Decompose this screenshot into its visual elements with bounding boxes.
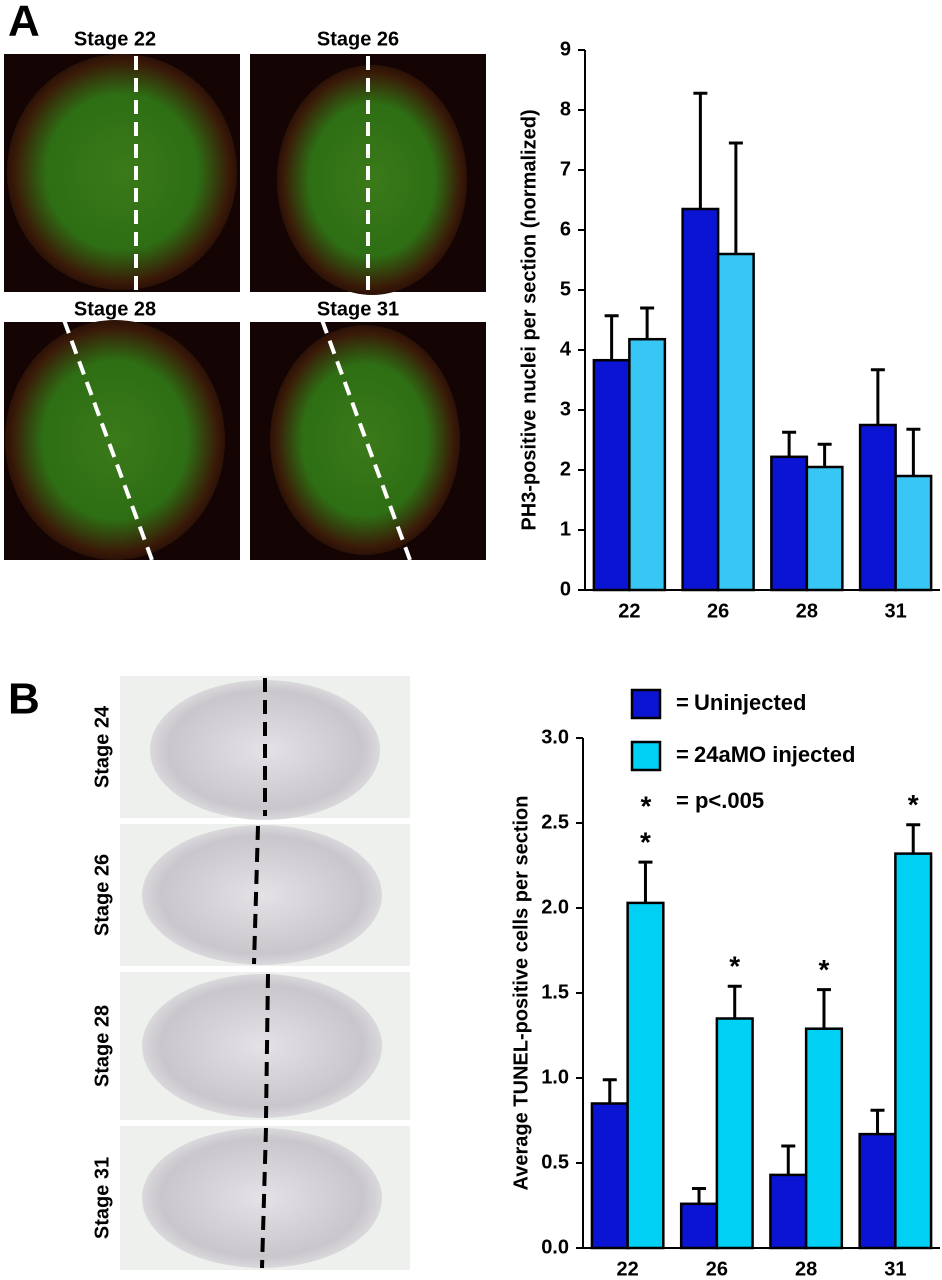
- bar: [769, 1173, 808, 1250]
- micrograph-column: [120, 676, 410, 1270]
- image-label: Stage 28: [74, 298, 156, 320]
- micrograph-tissue: [5, 320, 225, 560]
- dashed-line: [252, 825, 260, 965]
- error-bar: [870, 368, 885, 425]
- y-axis-label: PH3-positive nuclei per section (normali…: [518, 109, 540, 530]
- error-bar: [817, 442, 832, 467]
- bar: [590, 1102, 629, 1250]
- y-tick-label: 7: [560, 158, 571, 180]
- error-bar: [602, 1078, 617, 1104]
- y-tick-label: 1: [560, 518, 571, 540]
- legend-symbol: *: [641, 790, 652, 821]
- error-bar: [638, 860, 653, 903]
- bar: [804, 1027, 844, 1250]
- dashed-line: [260, 1127, 268, 1269]
- significance-marker: *: [819, 954, 830, 985]
- legend-label: Uninjected: [694, 690, 806, 715]
- y-tick-label: 0.0: [541, 1236, 569, 1258]
- bar: [681, 207, 720, 592]
- error-bar: [692, 1187, 707, 1204]
- error-bar: [782, 430, 797, 457]
- x-tick-label: 26: [706, 1258, 728, 1280]
- bar: [592, 358, 631, 592]
- y-tick-label: 4: [560, 338, 572, 360]
- image-label: Stage 26: [91, 854, 113, 936]
- error-bar: [728, 141, 743, 254]
- error-bar: [693, 91, 708, 209]
- error-bar: [781, 1144, 796, 1175]
- y-tick-label: 3.0: [541, 726, 569, 748]
- bar: [770, 455, 809, 592]
- legend-swatch: [630, 740, 662, 772]
- y-tick-label: 1.5: [541, 981, 569, 1003]
- y-tick-label: 2.5: [541, 811, 569, 833]
- y-tick-label: 6: [560, 218, 571, 240]
- y-tick-label: 0: [560, 578, 571, 600]
- bar: [715, 1017, 754, 1250]
- dashed-line: [264, 973, 270, 1119]
- legend-label: = p<.005: [676, 788, 764, 813]
- y-tick-label: 9: [560, 38, 571, 60]
- y-tick-label: 8: [560, 98, 571, 120]
- x-tick-label: 22: [617, 1258, 639, 1280]
- micrograph-tissue: [142, 974, 382, 1118]
- significance-marker: *: [729, 951, 740, 982]
- bar: [894, 852, 933, 1250]
- micrograph-tissue: [270, 325, 460, 555]
- bar: [626, 901, 665, 1250]
- image-label: Stage 26: [317, 28, 399, 50]
- y-axis-label: Average TUNEL-positive cells per section: [510, 796, 532, 1191]
- legend-swatch: [630, 688, 662, 720]
- x-tick-label: 26: [707, 600, 729, 622]
- y-tick-label: 5: [560, 278, 571, 300]
- micrograph-tissue: [277, 65, 467, 295]
- error-bar: [816, 988, 831, 1029]
- error-bar: [906, 823, 921, 854]
- y-tick-label: 0.5: [541, 1151, 569, 1173]
- bar: [858, 423, 897, 592]
- bar: [716, 252, 755, 592]
- error-bar: [604, 314, 619, 361]
- micrograph-grid: [4, 54, 486, 561]
- error-bar: [906, 427, 921, 476]
- image-label: Stage 22: [74, 28, 156, 50]
- micrograph-tissue: [142, 825, 382, 965]
- panel-label: A: [8, 0, 40, 46]
- bar: [805, 465, 844, 592]
- legend-label: 24aMO injected: [694, 742, 855, 767]
- error-bar: [727, 984, 742, 1019]
- image-label: Stage 24: [91, 705, 113, 788]
- image-label: Stage 28: [91, 1005, 113, 1087]
- x-tick-label: 28: [795, 1258, 817, 1280]
- significance-marker: *: [640, 826, 651, 857]
- bar: [679, 1202, 719, 1250]
- legend-equals: =: [676, 690, 689, 715]
- error-bar: [870, 1108, 885, 1135]
- x-tick-label: 31: [885, 600, 907, 622]
- x-tick-label: 28: [796, 600, 818, 622]
- y-tick-label: 3: [560, 398, 571, 420]
- image-label: Stage 31: [91, 1157, 113, 1239]
- image-label: Stage 31: [317, 298, 399, 320]
- y-tick-label: 2.0: [541, 896, 569, 918]
- panel-label: B: [8, 675, 40, 724]
- bar: [858, 1132, 897, 1250]
- legend-equals: =: [676, 742, 689, 767]
- y-tick-label: 2: [560, 458, 571, 480]
- micrograph-tissue: [7, 54, 237, 290]
- significance-marker: *: [908, 789, 919, 820]
- x-tick-label: 22: [618, 600, 640, 622]
- error-bar: [640, 306, 655, 340]
- bar: [894, 474, 933, 592]
- bar: [628, 337, 667, 592]
- x-tick-label: 31: [884, 1258, 906, 1280]
- y-tick-label: 1.0: [541, 1066, 569, 1088]
